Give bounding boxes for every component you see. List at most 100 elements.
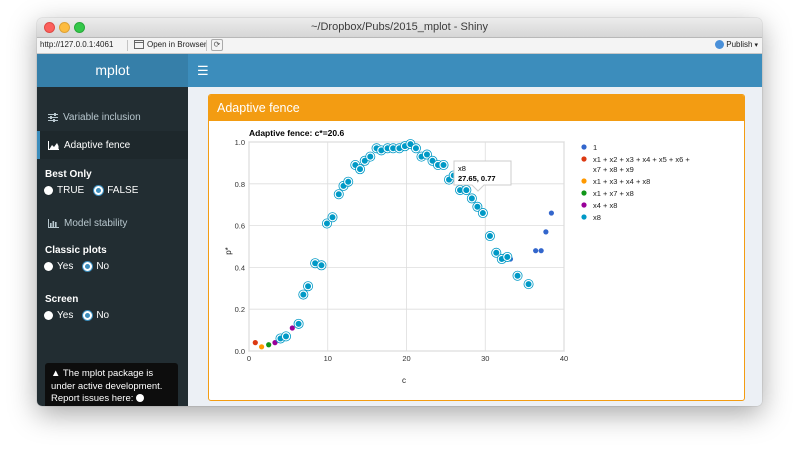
data-point-ring xyxy=(365,151,376,162)
legend-marker xyxy=(581,144,587,150)
data-point-ring xyxy=(466,193,477,204)
classic-plots-yes-radio[interactable] xyxy=(44,262,53,271)
data-point xyxy=(473,202,482,211)
chart-legend: 1 x1 + x2 + x3 + x4 + x5 + x6 +x7 + x8 + … xyxy=(581,143,690,222)
top-navbar: ☰ xyxy=(188,54,762,87)
data-point-ring xyxy=(355,164,366,175)
sliders-icon xyxy=(48,112,58,122)
data-point xyxy=(299,290,308,299)
tooltip-series: x8 xyxy=(458,164,466,173)
radio-label: Yes xyxy=(57,261,74,272)
best-only-radio-group: TRUE FALSE xyxy=(44,185,144,196)
data-point xyxy=(334,190,343,199)
sidebar-item-label: Variable inclusion xyxy=(63,111,141,123)
legend-label: x1 + x3 + x4 + x8 xyxy=(593,177,650,186)
data-point xyxy=(317,261,326,270)
data-point-ring xyxy=(410,143,421,154)
data-point xyxy=(478,208,488,218)
classic-plots-no-radio[interactable] xyxy=(83,262,93,271)
data-point-ring xyxy=(438,159,449,170)
screen-yes-radio[interactable] xyxy=(44,311,53,320)
sidebar-item-variable-inclusion[interactable]: Variable inclusion xyxy=(37,103,188,131)
legend-marker xyxy=(581,190,587,196)
x-tick-label: 40 xyxy=(560,354,568,363)
zoom-window-button[interactable] xyxy=(74,22,85,33)
legend-label: x7 + x8 + x9 xyxy=(593,165,634,174)
adaptive-fence-chart: Adaptive fence: c*=20.6 0.0 0.2 0.4 0.6 0.8 1… xyxy=(224,128,690,385)
data-point xyxy=(289,325,295,331)
radio-label: FALSE xyxy=(107,185,139,196)
data-point-ring xyxy=(523,279,534,290)
data-point-ring xyxy=(303,281,314,292)
close-window-button[interactable] xyxy=(44,22,55,33)
refresh-icon[interactable]: ⟳ xyxy=(211,39,223,51)
data-point-ring xyxy=(477,208,488,219)
notice-text: The mplot package is under active develo… xyxy=(51,368,163,404)
brand-logo[interactable]: mplot xyxy=(37,54,188,87)
data-point xyxy=(422,150,432,159)
title-bar: ~/Dropbox/Pubs/2015_mplot - Shiny xyxy=(37,18,762,38)
legend-label: x8 xyxy=(593,213,601,222)
publish-button[interactable]: Publish ▾ xyxy=(715,40,758,49)
data-point xyxy=(485,231,495,241)
radio-label: TRUE xyxy=(57,185,85,196)
sidebar-item-model-stability[interactable]: Model stability xyxy=(37,209,188,237)
data-point xyxy=(524,279,533,289)
legend-marker xyxy=(581,202,587,208)
radio-label: No xyxy=(96,310,110,321)
y-tick-label: 0.8 xyxy=(235,180,245,189)
data-point xyxy=(355,164,365,174)
data-point xyxy=(252,340,258,346)
publish-icon xyxy=(715,40,725,49)
radio-label: No xyxy=(96,261,110,272)
development-notice: ▲ The mplot package is under active deve… xyxy=(45,363,178,406)
best-only-false-radio[interactable] xyxy=(94,186,104,195)
data-point xyxy=(294,319,303,329)
best-only-label: Best Only xyxy=(45,169,92,180)
data-point xyxy=(303,282,313,291)
url-text[interactable]: http://127.0.0.1:4061 xyxy=(40,40,114,49)
data-points xyxy=(252,139,554,350)
data-point xyxy=(538,248,544,254)
data-point-ring xyxy=(343,176,354,187)
data-point xyxy=(266,342,272,348)
bar-chart-icon xyxy=(48,218,59,228)
x-tick-label: 10 xyxy=(324,354,332,363)
screen-no-radio[interactable] xyxy=(83,311,93,320)
legend-label: x4 + x8 xyxy=(593,201,617,210)
divider xyxy=(127,40,128,51)
minimize-window-button[interactable] xyxy=(59,22,70,33)
y-axis-label: p* xyxy=(224,247,233,255)
legend-marker xyxy=(581,178,587,184)
data-point xyxy=(548,210,554,216)
legend-marker xyxy=(581,214,587,220)
open-in-browser-button[interactable]: Open in Browser xyxy=(134,40,207,49)
data-point-ring xyxy=(316,260,327,271)
legend-marker xyxy=(581,156,587,162)
data-point-ring xyxy=(472,201,483,212)
chevron-down-icon: ▾ xyxy=(754,41,758,49)
data-point xyxy=(439,160,448,170)
data-point xyxy=(322,219,332,228)
data-point xyxy=(543,229,549,235)
sidebar-item-adaptive-fence[interactable]: Adaptive fence xyxy=(37,131,188,159)
data-point xyxy=(467,194,477,203)
box-title: Adaptive fence xyxy=(209,95,744,121)
data-point-ring xyxy=(327,212,338,223)
legend-label: 1 xyxy=(593,143,597,152)
y-tick-label: 0.4 xyxy=(235,263,245,272)
data-point xyxy=(492,248,501,257)
sidebar-toggle-icon[interactable]: ☰ xyxy=(197,63,209,78)
data-point-ring xyxy=(298,289,309,300)
sidebar-item-label: Model stability xyxy=(64,217,128,229)
best-only-true-radio[interactable] xyxy=(44,186,53,195)
window-title: ~/Dropbox/Pubs/2015_mplot - Shiny xyxy=(310,21,489,33)
data-point xyxy=(344,177,353,186)
data-point-ring xyxy=(484,231,495,242)
x-tick-label: 20 xyxy=(402,354,410,363)
y-tick-label: 0.0 xyxy=(235,347,245,356)
area-chart-icon xyxy=(48,140,59,150)
github-icon[interactable] xyxy=(136,394,145,402)
main-content: Adaptive fence Adaptive fence: c*=20.6 0… xyxy=(188,87,762,406)
data-point xyxy=(259,344,265,350)
